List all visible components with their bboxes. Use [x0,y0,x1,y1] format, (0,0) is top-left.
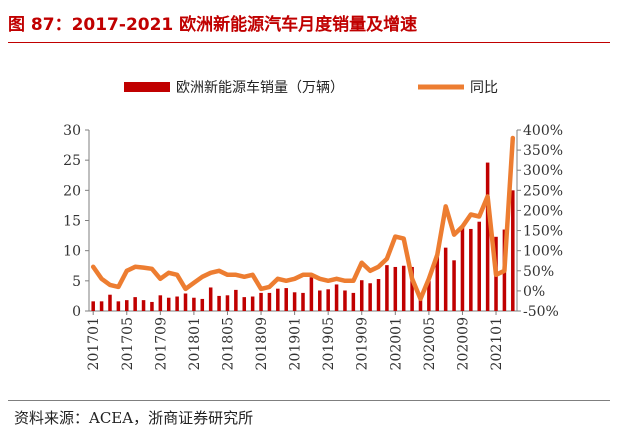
x-tick-label: 201805 [220,317,236,370]
bar [301,292,305,311]
bar [183,293,188,311]
bar [511,190,515,311]
bar [343,290,347,311]
y-left-tick-label: 10 [63,244,81,260]
bar [217,295,221,311]
y-left-tick-label: 15 [63,214,81,230]
title-rule [8,42,610,43]
yoy-line [90,135,516,302]
bar [410,266,414,311]
bar [158,295,163,311]
legend-bar-label: 欧洲新能源车销量（万辆） [176,79,344,96]
bar [452,260,456,311]
bar [242,297,247,311]
x-tick-label: 201709 [153,317,169,370]
x-tick-label: 202001 [388,317,404,370]
bar [200,298,205,311]
legend-bar-swatch [124,82,170,92]
x-tick-label: 201701 [86,317,102,370]
bar [351,292,356,311]
bar [250,296,255,311]
bar [427,280,431,311]
y-left-tick-label: 0 [72,304,81,320]
bar [116,301,121,311]
bar [385,265,389,311]
bar [401,265,406,311]
bar [334,284,339,311]
figure-title: 图 87：2017-2021 欧洲新能源汽车月度销量及增速 [8,15,418,35]
line-series [90,135,516,302]
bar [141,300,146,311]
bar [133,297,137,311]
bar [284,288,288,311]
bar [175,296,179,311]
y-right-tick-label: -50% [523,304,559,320]
bar [91,301,95,311]
bar [234,289,238,311]
y-right-tick-label: 50% [523,264,554,280]
bar [435,253,440,311]
bar [477,221,481,311]
bar [376,279,381,311]
y-right-tick-label: 0% [523,284,545,300]
bar [166,297,171,311]
bar [259,292,263,311]
bar [267,292,272,311]
bar [225,295,230,311]
bar [469,228,473,311]
bar [309,277,314,311]
legend-line-label: 同比 [470,80,498,96]
bar [292,292,297,311]
bar [108,294,112,311]
bar [276,288,280,311]
legend: 欧洲新能源车销量（万辆） 同比 [124,79,498,96]
tick-labels: 0 5 10 15 20 25 30 -50% 0% 50% 100% 150% 200% 250% 300… [63,123,563,370]
bar [326,289,330,311]
x-tick-label: 201905 [321,317,337,370]
footer-rule [8,400,610,401]
bar [99,301,104,311]
y-right-tick-label: 300% [523,163,563,179]
bar [208,287,213,311]
bar [460,227,465,311]
x-tick-label: 201909 [355,317,371,370]
x-tick-label: 201809 [254,317,270,370]
x-tick-label: 201901 [288,317,304,370]
bar [125,300,129,311]
bar-series [91,162,515,311]
y-right-tick-label: 150% [523,224,563,240]
bar [368,283,372,311]
y-right-tick-label: 100% [523,244,563,260]
bar [192,297,196,311]
bar [393,266,398,311]
y-left-tick-label: 25 [63,153,81,169]
bar [418,297,423,311]
y-right-tick-label: 400% [523,123,563,139]
bar [359,280,364,311]
bar [443,247,448,311]
x-tick-label: 201705 [120,317,136,370]
x-tick-label: 202101 [489,317,505,370]
y-left-tick-label: 5 [72,274,81,290]
x-tick-label: 202009 [455,317,471,370]
bar [318,290,322,311]
y-right-tick-label: 250% [523,183,563,199]
x-tick-label: 201801 [187,317,203,370]
x-tick-label: 202005 [422,317,438,370]
y-left-tick-label: 20 [63,183,81,199]
bar [150,301,154,311]
y-left-tick-label: 30 [63,123,81,139]
bar [485,162,490,311]
y-right-tick-label: 200% [523,203,563,219]
source-note: 资料来源：ACEA，浙商证券研究所 [14,409,254,427]
y-right-tick-label: 350% [523,143,563,159]
